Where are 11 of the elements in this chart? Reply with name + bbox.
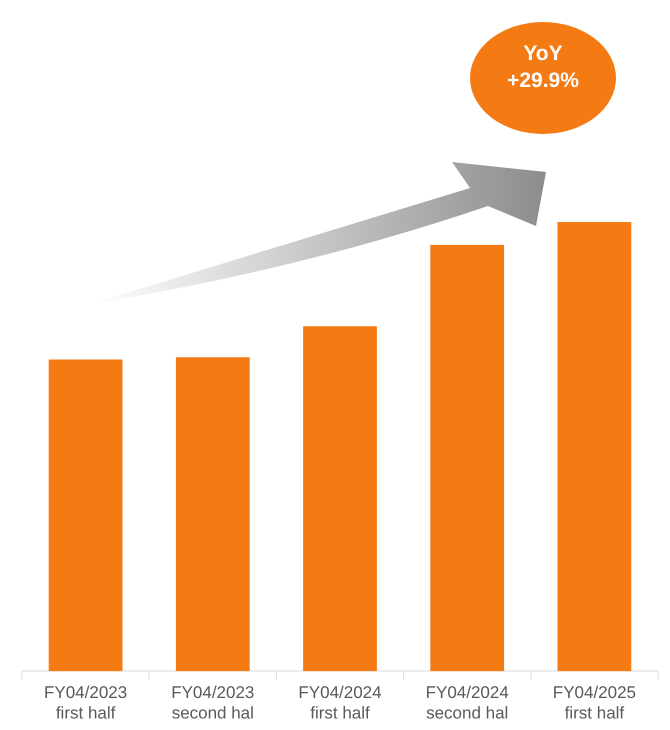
x-tick-label: FY04/2025 first half (552, 683, 636, 722)
bar (430, 244, 504, 672)
bar (303, 326, 377, 672)
x-tick-label: FY04/2023 second hal (171, 683, 254, 722)
x-tick-label: FY04/2023 first half (44, 683, 128, 722)
ellipse-badge: YoY +29.9% (470, 22, 616, 134)
bar (558, 222, 632, 672)
bar (176, 357, 250, 672)
bar (48, 359, 122, 672)
x-tick-label: FY04/2024 first half (298, 683, 382, 722)
x-tick-label: FY04/2024 second hal (426, 683, 509, 722)
